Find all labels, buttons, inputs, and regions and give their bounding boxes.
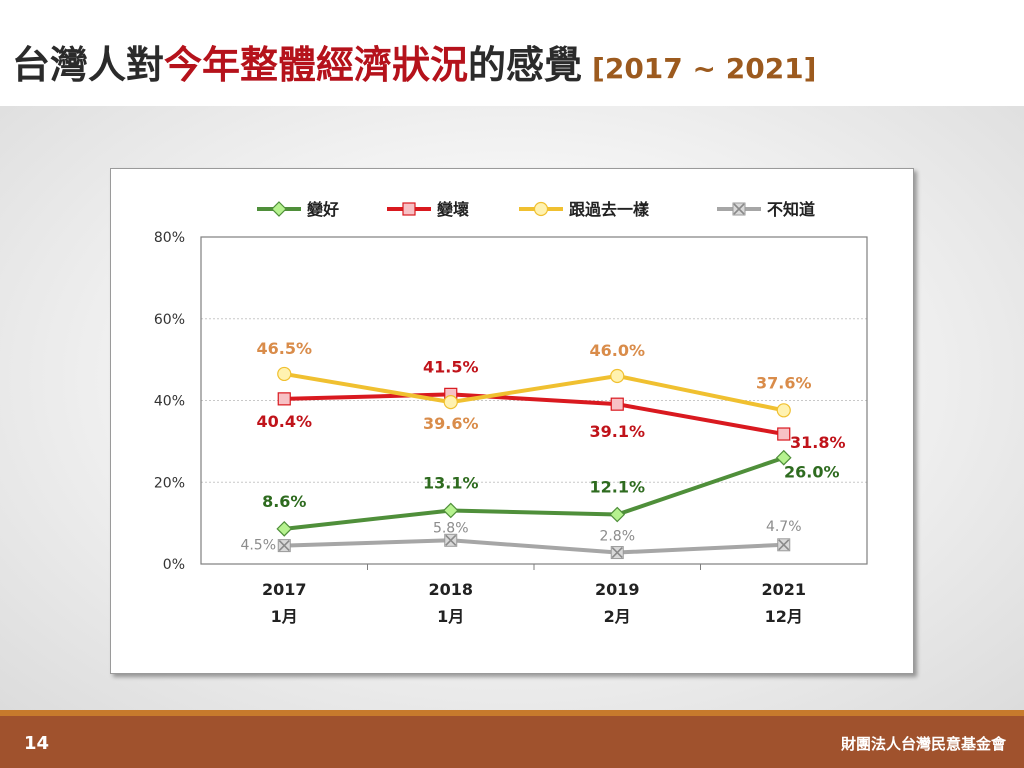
- legend-label: 變好: [307, 200, 339, 219]
- organization-name: 財團法人台灣民意基金會: [840, 735, 1006, 753]
- series-line: [283, 371, 785, 413]
- data-label: 26.0%: [784, 463, 840, 482]
- title-part-3: 的感覺: [468, 43, 583, 87]
- data-label: 31.8%: [790, 433, 846, 452]
- data-label: 46.0%: [589, 341, 645, 360]
- data-point-marker: [277, 392, 291, 406]
- data-label: 41.5%: [423, 357, 479, 376]
- data-point-marker: [276, 520, 293, 537]
- data-label: 5.8%: [433, 520, 469, 536]
- data-label: 39.6%: [423, 414, 479, 433]
- y-tick-label: 0%: [163, 557, 185, 573]
- y-tick-label: 40%: [154, 394, 185, 410]
- series-line: [284, 392, 785, 436]
- x-tick-label-year: 2021: [761, 580, 806, 599]
- data-point-marker: [402, 202, 416, 216]
- title-year-range: [2017 ~ 2021]: [592, 52, 817, 85]
- data-label: 40.4%: [256, 412, 312, 431]
- title-highlight: 今年整體經濟狀況: [164, 43, 469, 87]
- data-point-marker: [775, 449, 792, 466]
- series-line: [284, 538, 784, 555]
- x-tick-label-month: 1月: [437, 607, 464, 626]
- data-point-x-mark: [778, 539, 790, 551]
- data-label: 46.5%: [256, 339, 312, 358]
- data-label: 4.7%: [766, 519, 802, 535]
- y-tick-label: 20%: [154, 475, 185, 491]
- data-point-marker: [443, 395, 458, 410]
- x-tick-label-year: 2017: [262, 580, 307, 599]
- data-point-x-mark: [733, 203, 745, 215]
- data-label: 37.6%: [756, 373, 812, 392]
- chart-frame: 0% 20% 40% 60% 80% 2017 1月 2018 1月 2019 2月 2021 12月 8…: [110, 168, 914, 674]
- x-tick-label-year: 2018: [428, 580, 473, 599]
- slide-title: 台灣人對今年整體經濟狀況的感覺 [2017 ~ 2021]: [12, 34, 816, 94]
- legend-label: 跟過去一樣: [569, 200, 650, 219]
- data-point-x-mark: [611, 546, 623, 559]
- data-point-marker: [777, 427, 791, 441]
- data-point-marker: [533, 201, 549, 217]
- data-label: 2.8%: [599, 529, 635, 545]
- data-point-marker: [277, 366, 292, 382]
- footer-accent-line: [0, 710, 1024, 716]
- data-point-marker: [610, 368, 625, 384]
- legend-label: 變壞: [437, 200, 469, 219]
- data-label: 39.1%: [589, 422, 645, 441]
- data-point-marker: [442, 502, 459, 519]
- x-tick-label-year: 2019: [595, 580, 640, 599]
- page-number: 14: [24, 733, 50, 754]
- x-tick-label-month: 2月: [604, 607, 631, 626]
- data-point-marker: [776, 403, 791, 418]
- data-point-marker: [610, 397, 624, 411]
- data-label: 13.1%: [423, 473, 479, 492]
- data-label: 4.5%: [240, 538, 276, 554]
- data-label: 8.6%: [262, 492, 306, 511]
- series-line: [284, 455, 785, 531]
- line-chart: 0% 20% 40% 60% 80% 2017 1月 2018 1月 2019 2月 2021 12月 8…: [154, 200, 868, 626]
- y-tick-label: 80%: [154, 230, 185, 246]
- data-point-x-mark: [445, 534, 457, 546]
- footer-bar: 14 財團法人台灣民意基金會: [0, 716, 1024, 768]
- y-tick-label: 60%: [154, 312, 185, 328]
- data-point-x-mark: [278, 540, 290, 552]
- data-point-marker: [609, 506, 626, 523]
- x-tick-label-month: 12月: [765, 607, 803, 626]
- data-label: 12.1%: [589, 478, 645, 497]
- data-point-marker: [271, 201, 287, 217]
- title-part-1: 台灣人對: [12, 43, 165, 87]
- legend-label: 不知道: [767, 200, 815, 219]
- x-tick-label-month: 1月: [271, 607, 298, 626]
